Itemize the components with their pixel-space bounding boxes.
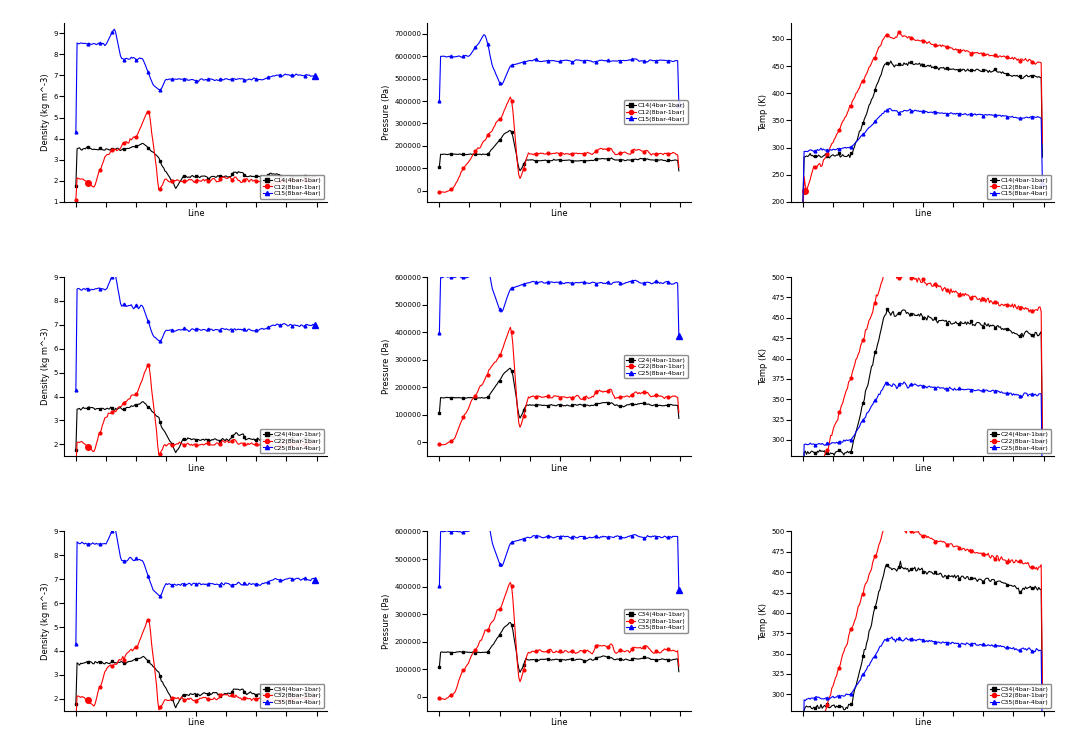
Y-axis label: Density (kg m^-3): Density (kg m^-3): [42, 582, 50, 660]
X-axis label: Line: Line: [186, 209, 204, 218]
X-axis label: Line: Line: [914, 718, 932, 727]
Y-axis label: Pressure (Pa): Pressure (Pa): [382, 85, 392, 140]
Legend: C24(4bar-1bar), C22(8bar-1bar), C25(8bar-4bar): C24(4bar-1bar), C22(8bar-1bar), C25(8bar…: [260, 429, 324, 453]
Legend: C14(4bar-1bar), C12(8bar-1bar), C15(8bar-4bar): C14(4bar-1bar), C12(8bar-1bar), C15(8bar…: [260, 175, 324, 199]
X-axis label: Line: Line: [551, 209, 568, 218]
X-axis label: Line: Line: [914, 464, 932, 472]
Y-axis label: Temp (K): Temp (K): [759, 349, 769, 385]
Y-axis label: Density (kg m^-3): Density (kg m^-3): [42, 73, 50, 151]
Legend: C24(4bar-1bar), C22(8bar-1bar), C25(8bar-4bar): C24(4bar-1bar), C22(8bar-1bar), C25(8bar…: [624, 355, 688, 379]
Y-axis label: Temp (K): Temp (K): [759, 94, 769, 131]
X-axis label: Line: Line: [914, 209, 932, 218]
X-axis label: Line: Line: [186, 718, 204, 727]
Y-axis label: Density (kg m^-3): Density (kg m^-3): [42, 328, 50, 405]
Legend: C14(4bar-1bar), C12(8bar-1bar), C15(8bar-4bar): C14(4bar-1bar), C12(8bar-1bar), C15(8bar…: [987, 175, 1051, 199]
X-axis label: Line: Line: [551, 464, 568, 472]
Legend: C34(4bar-1bar), C32(8bar-1bar), C35(8bar-4bar): C34(4bar-1bar), C32(8bar-1bar), C35(8bar…: [260, 684, 324, 708]
Legend: C34(4bar-1bar), C32(8bar-1bar), C35(8bar-4bar): C34(4bar-1bar), C32(8bar-1bar), C35(8bar…: [987, 684, 1051, 708]
Legend: C34(4bar-1bar), C32(8bar-1bar), C35(8bar-4bar): C34(4bar-1bar), C32(8bar-1bar), C35(8bar…: [624, 609, 688, 633]
Legend: C24(4bar-1bar), C22(8bar-1bar), C25(8bar-4bar): C24(4bar-1bar), C22(8bar-1bar), C25(8bar…: [987, 429, 1051, 453]
X-axis label: Line: Line: [186, 464, 204, 472]
Y-axis label: Pressure (Pa): Pressure (Pa): [382, 593, 392, 649]
Y-axis label: Temp (K): Temp (K): [759, 603, 769, 640]
Y-axis label: Pressure (Pa): Pressure (Pa): [382, 339, 392, 395]
Legend: C14(4bar-1bar), C12(8bar-1bar), C15(8bar-4bar): C14(4bar-1bar), C12(8bar-1bar), C15(8bar…: [624, 101, 688, 124]
X-axis label: Line: Line: [551, 718, 568, 727]
